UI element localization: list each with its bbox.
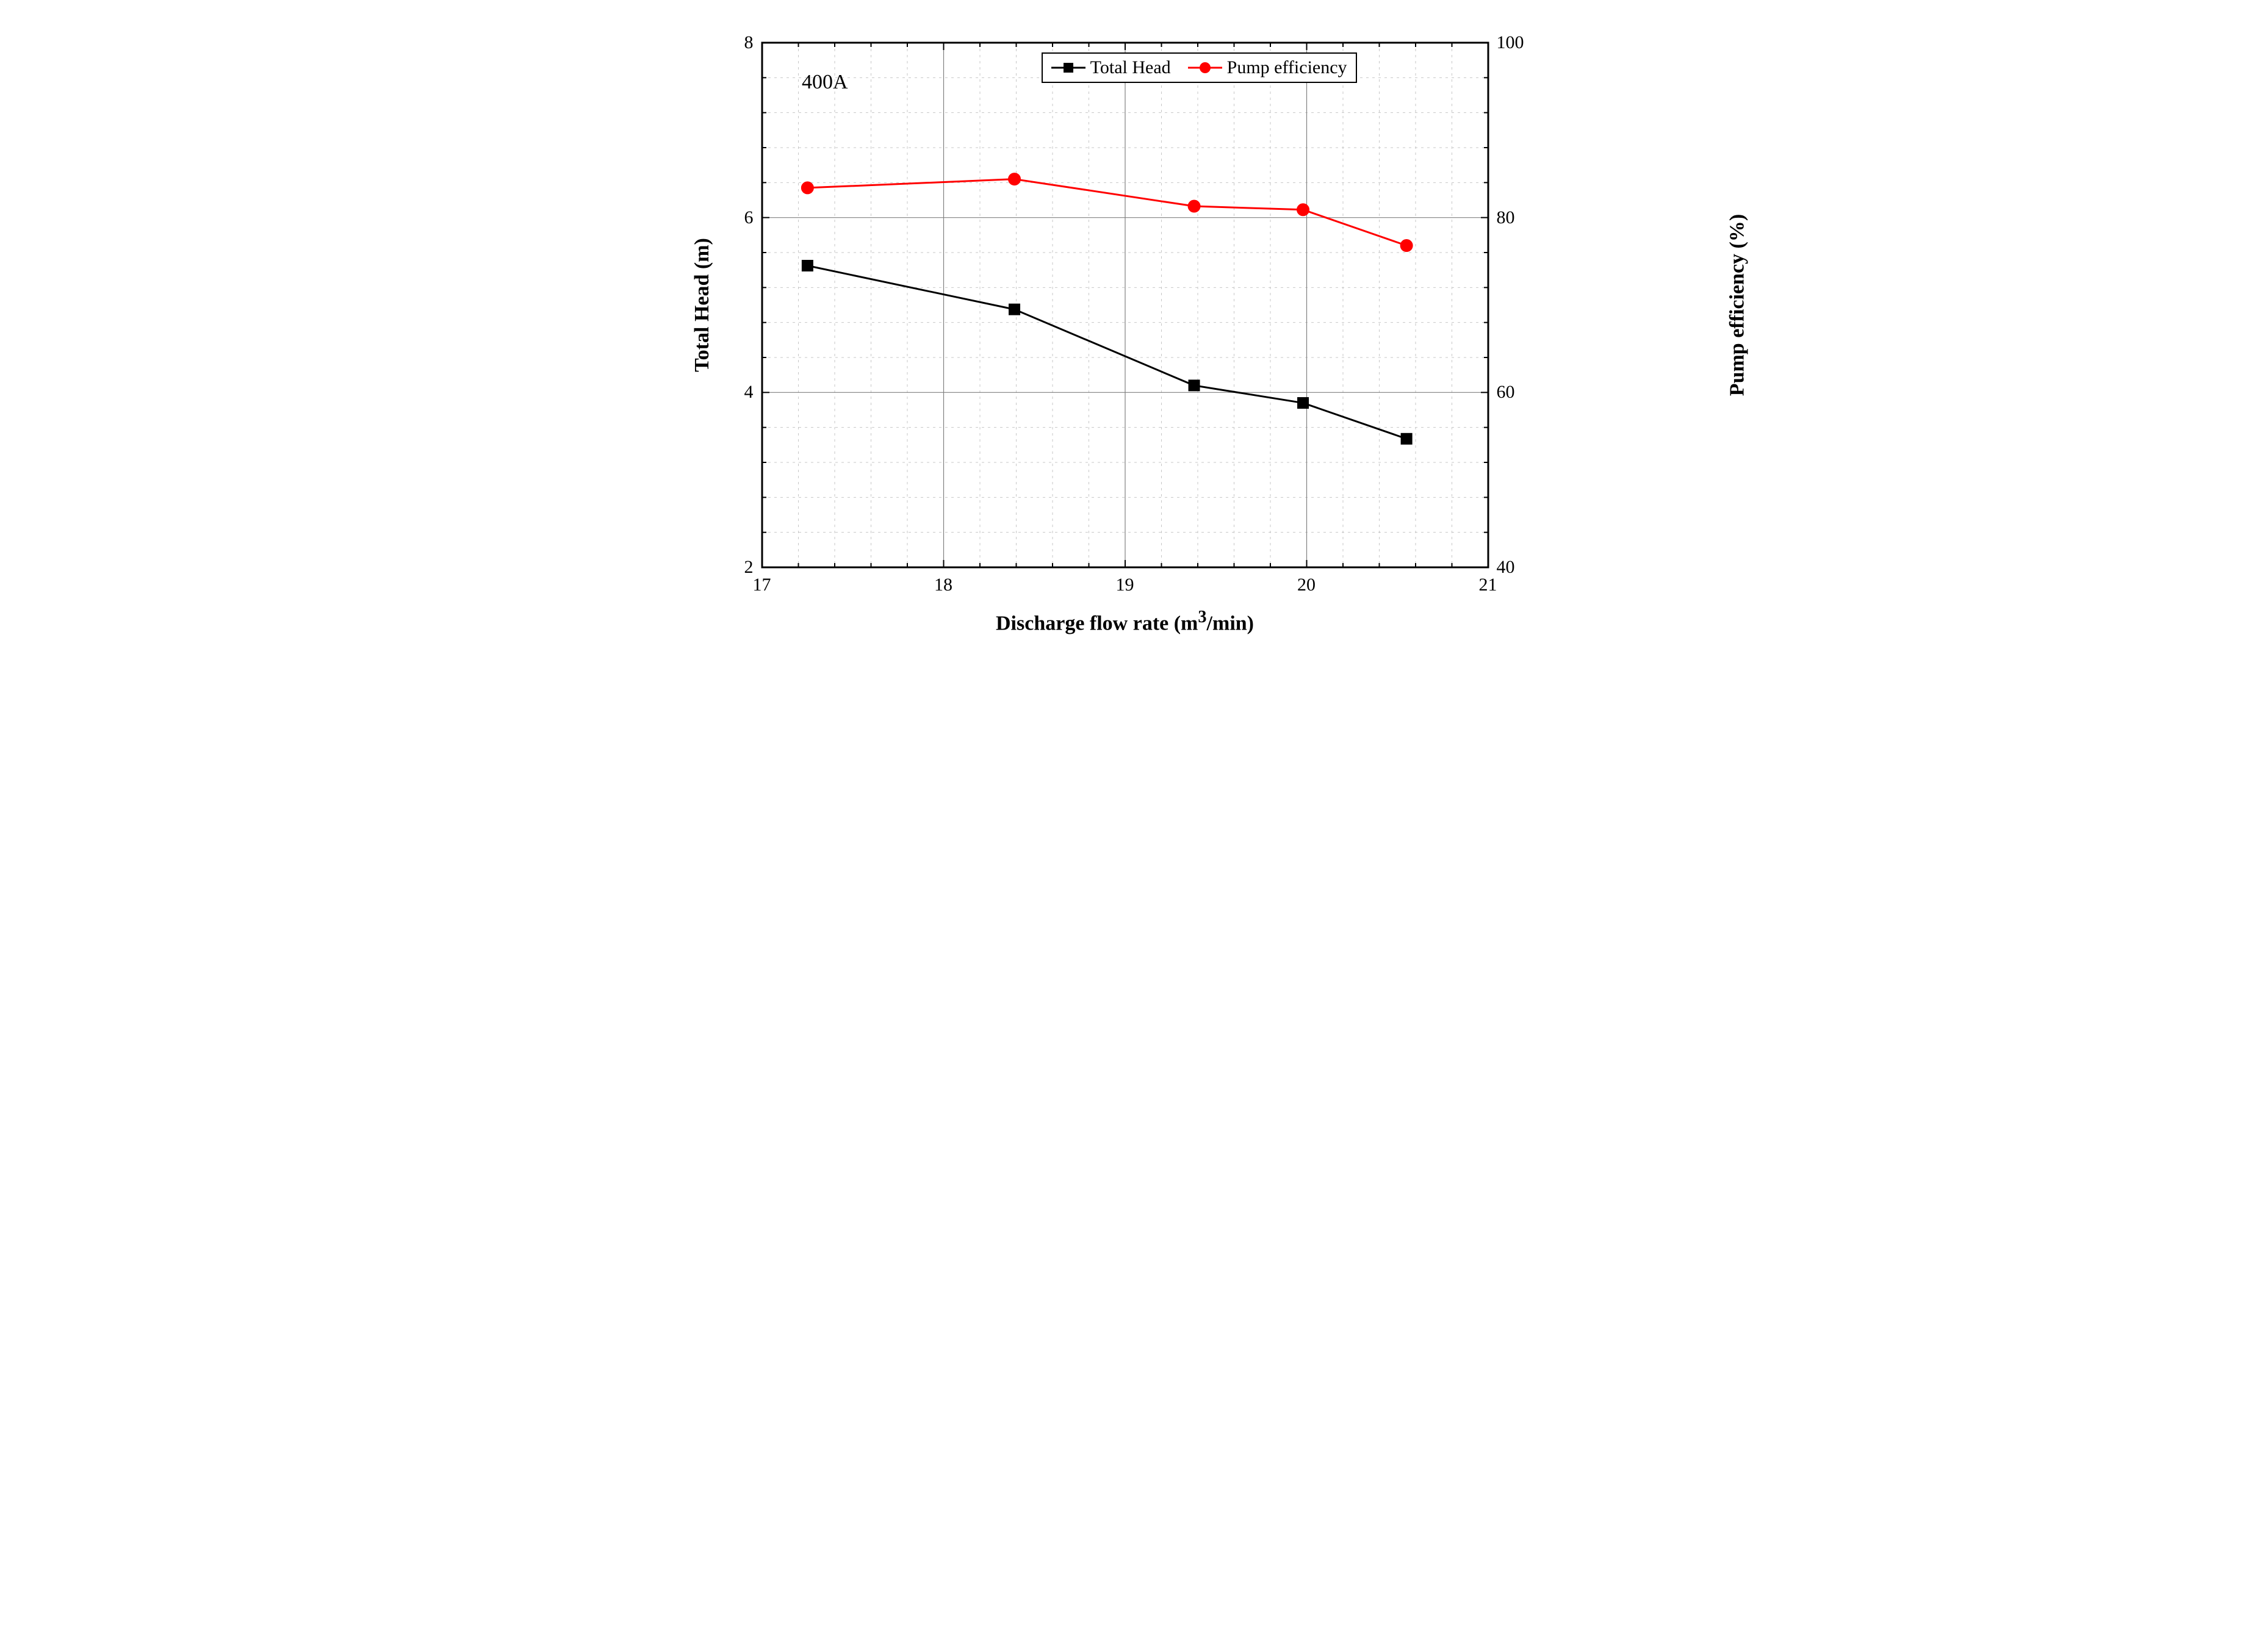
y-left-axis-label: Total Head (m) [691,238,714,372]
x-tick-label: 19 [1116,575,1134,595]
legend-label: Total Head [1090,57,1171,78]
y-right-axis-label: Pump efficiency (%) [1726,214,1749,396]
marker-square [1297,398,1308,409]
series-pump-efficiency [801,173,1413,252]
y-right-tick-label: 40 [1497,557,1515,578]
x-label-sup: 3 [1198,608,1206,626]
marker-square [1009,304,1020,315]
x-tick-label: 21 [1479,575,1497,595]
chart-svg [677,24,1592,689]
x-tick-label: 20 [1297,575,1316,595]
chart-annotation: 400A [802,71,848,94]
y-left-tick-label: 8 [744,32,754,53]
y-left-tick-label: 6 [744,207,754,228]
square-icon [1064,63,1073,73]
x-tick-label: 17 [753,575,771,595]
pump-performance-chart: 17 18 19 20 21 2 4 6 8 40 60 80 100 Discharge flow ra… [677,24,1592,689]
marker-circle [1008,173,1020,185]
y-left-tick-label: 2 [744,557,754,578]
y-right-tick-label: 80 [1497,207,1515,228]
x-label-prefix: Discharge flow rate (m [996,612,1198,634]
marker-circle [1188,200,1200,212]
circle-icon [1200,62,1211,73]
legend-swatch [1188,62,1222,74]
marker-square [802,260,813,271]
x-axis-label: Discharge flow rate (m3/min) [996,608,1254,635]
legend: Total Head Pump efficiency [1042,52,1357,83]
marker-square [1189,380,1200,391]
legend-item-pump-efficiency: Pump efficiency [1188,57,1347,78]
marker-square [1401,433,1412,444]
marker-circle [1400,240,1413,252]
y-right-tick-label: 60 [1497,382,1515,403]
x-tick-label: 18 [934,575,952,595]
x-label-suffix: /min) [1207,612,1254,634]
legend-label: Pump efficiency [1227,57,1347,78]
y-left-tick-label: 4 [744,382,754,403]
y-right-tick-label: 100 [1497,32,1524,53]
legend-swatch [1051,62,1085,74]
marker-circle [1297,204,1309,216]
series-total-head [802,260,1412,445]
legend-item-total-head: Total Head [1051,57,1171,78]
marker-circle [801,182,813,194]
